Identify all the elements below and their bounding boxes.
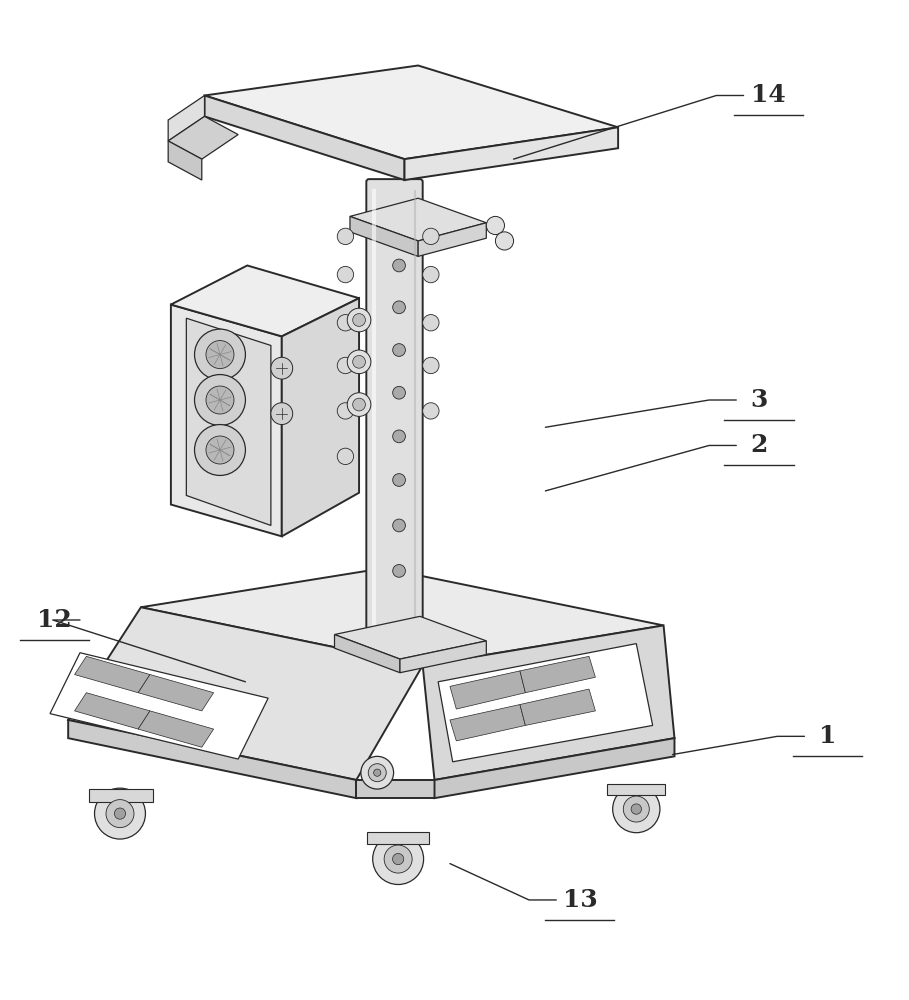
Polygon shape [520, 689, 595, 725]
Circle shape [337, 315, 354, 331]
Polygon shape [205, 95, 405, 180]
Polygon shape [450, 671, 525, 709]
Text: 3: 3 [750, 388, 768, 412]
Circle shape [347, 393, 371, 416]
Polygon shape [75, 656, 150, 693]
Circle shape [337, 228, 354, 245]
Polygon shape [171, 305, 282, 536]
Circle shape [337, 448, 354, 465]
Circle shape [385, 845, 412, 873]
Circle shape [206, 386, 234, 414]
Polygon shape [68, 607, 423, 780]
Circle shape [393, 519, 405, 532]
Polygon shape [50, 653, 268, 759]
Circle shape [368, 764, 386, 782]
Polygon shape [282, 298, 359, 536]
Polygon shape [75, 693, 150, 729]
Circle shape [353, 355, 365, 368]
Circle shape [486, 216, 504, 235]
Circle shape [353, 314, 365, 326]
Circle shape [361, 756, 394, 789]
Circle shape [271, 403, 293, 425]
Polygon shape [367, 832, 429, 844]
Polygon shape [350, 216, 418, 256]
Text: 14: 14 [751, 83, 785, 107]
Circle shape [393, 259, 405, 272]
Circle shape [624, 796, 649, 822]
Polygon shape [89, 789, 153, 802]
Polygon shape [607, 784, 665, 795]
Circle shape [337, 266, 354, 283]
Circle shape [347, 308, 371, 332]
Circle shape [115, 808, 125, 819]
Circle shape [337, 357, 354, 374]
Circle shape [373, 834, 424, 885]
Circle shape [374, 769, 381, 776]
Polygon shape [520, 656, 595, 693]
Polygon shape [405, 127, 618, 180]
Polygon shape [423, 625, 674, 780]
FancyBboxPatch shape [366, 179, 423, 655]
Polygon shape [435, 738, 674, 798]
Circle shape [337, 403, 354, 419]
Circle shape [393, 344, 405, 356]
Circle shape [423, 403, 439, 419]
Polygon shape [356, 780, 435, 798]
Circle shape [206, 341, 234, 369]
Circle shape [393, 853, 404, 865]
Circle shape [631, 804, 642, 814]
Circle shape [423, 357, 439, 374]
Circle shape [195, 375, 245, 425]
Circle shape [393, 386, 405, 399]
Circle shape [393, 430, 405, 443]
Circle shape [423, 315, 439, 331]
Polygon shape [350, 198, 486, 241]
Polygon shape [418, 223, 486, 256]
Circle shape [206, 436, 234, 464]
Polygon shape [168, 95, 205, 141]
Polygon shape [171, 265, 359, 336]
Text: 1: 1 [818, 724, 836, 748]
Polygon shape [450, 705, 525, 741]
Polygon shape [138, 675, 214, 711]
Text: 2: 2 [750, 433, 768, 457]
Circle shape [393, 301, 405, 314]
Circle shape [495, 232, 514, 250]
Circle shape [106, 800, 134, 828]
Circle shape [195, 329, 245, 380]
Circle shape [271, 357, 293, 379]
Polygon shape [335, 616, 486, 659]
Polygon shape [438, 644, 653, 762]
Polygon shape [400, 641, 486, 673]
Polygon shape [68, 720, 356, 798]
Circle shape [393, 474, 405, 486]
Polygon shape [335, 635, 400, 673]
Polygon shape [168, 116, 238, 159]
Polygon shape [205, 65, 618, 159]
Polygon shape [168, 141, 202, 180]
Circle shape [353, 398, 365, 411]
Polygon shape [186, 318, 271, 525]
Circle shape [423, 228, 439, 245]
Circle shape [95, 788, 145, 839]
Polygon shape [141, 568, 664, 665]
Circle shape [613, 785, 660, 833]
Circle shape [195, 425, 245, 475]
Circle shape [347, 350, 371, 374]
Circle shape [423, 266, 439, 283]
Polygon shape [138, 711, 214, 747]
Text: 13: 13 [563, 888, 597, 912]
Text: 12: 12 [37, 608, 72, 632]
Circle shape [393, 565, 405, 577]
